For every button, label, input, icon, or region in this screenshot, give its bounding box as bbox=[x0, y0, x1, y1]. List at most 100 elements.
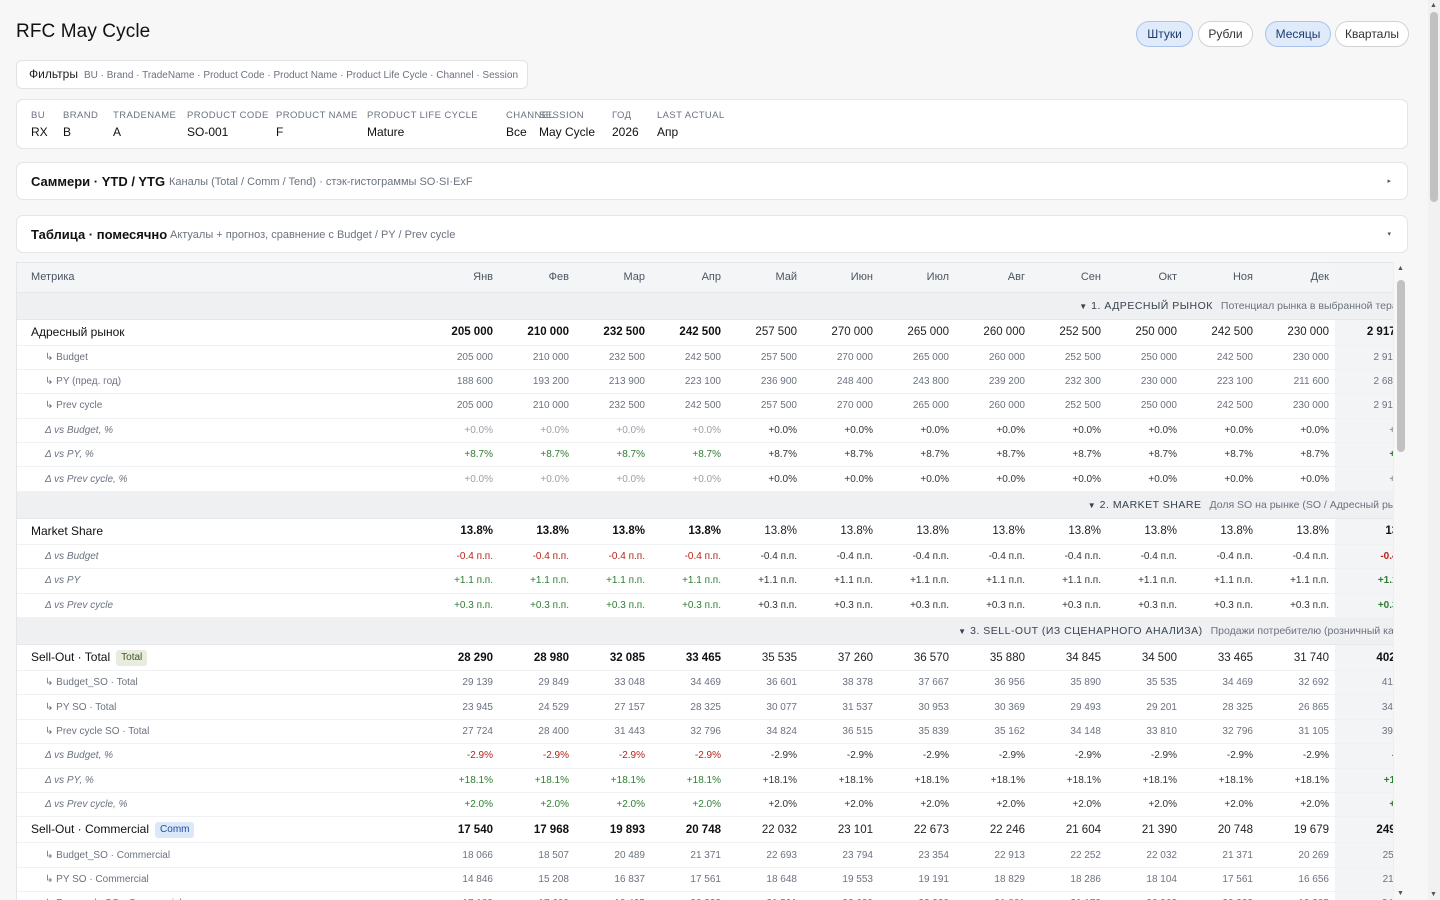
month-value-cell: 265 000 bbox=[879, 393, 955, 419]
month-value-cell: +2.0% bbox=[955, 792, 1031, 818]
month-value-cell: +0.0% bbox=[499, 418, 575, 444]
row-label: ↳ Budget_SO · Total bbox=[45, 677, 138, 689]
month-value-cell: 17 968 bbox=[499, 816, 575, 844]
table-scrollbar-thumb[interactable] bbox=[1397, 280, 1405, 452]
month-value-cell: 35 890 bbox=[1031, 670, 1107, 696]
column-header-month: Май bbox=[727, 263, 803, 293]
row-label: Δ vs Prev cycle bbox=[45, 599, 114, 611]
row-label: Sell-Out · Total bbox=[31, 649, 111, 664]
month-value-cell: 37 260 bbox=[803, 644, 879, 672]
table-scrollbar[interactable]: ▲ ▼ bbox=[1393, 262, 1408, 900]
comparison-row: ↳ PY SO · Commercial 14 846 15 208 16 837 17… bbox=[17, 867, 1393, 893]
section-header-row[interactable]: ▼ 2. MARKET SHARE Доля SO на рынке (SO / А… bbox=[17, 491, 1393, 519]
section-header-row[interactable]: ▼ 1. АДРЕСНЫЙ РЫНОК Потенциал рынка в выбр… bbox=[17, 292, 1393, 320]
row-label-cell: Δ vs Prev cycle, % bbox=[17, 792, 423, 818]
scroll-down-icon[interactable]: ▼ bbox=[1397, 890, 1404, 897]
month-value-cell: +0.0% bbox=[803, 466, 879, 492]
month-value-cell: +0.3 п.п. bbox=[1107, 593, 1183, 619]
month-value-cell: 230 000 bbox=[1107, 369, 1183, 395]
scroll-up-icon[interactable]: ▲ bbox=[1397, 265, 1404, 272]
year-total-cell: 340 773 bbox=[1335, 694, 1393, 720]
year-total-cell: 2 917 500 bbox=[1335, 393, 1393, 419]
context-item: TRADENAME A bbox=[113, 110, 176, 139]
month-value-cell: 34 845 bbox=[1031, 644, 1107, 672]
chevron-down-icon: ▾ bbox=[1387, 231, 1391, 238]
month-value-cell: +0.0% bbox=[955, 466, 1031, 492]
month-value-cell: 242 500 bbox=[1183, 345, 1259, 370]
month-value-cell: -0.4 п.п. bbox=[575, 544, 651, 570]
delta-row: Δ vs PY, % +8.7% +8.7% +8.7% +8.7% +8.7% +8.7%… bbox=[17, 442, 1393, 468]
month-value-cell: 35 880 bbox=[955, 644, 1031, 672]
month-value-cell: 34 824 bbox=[727, 719, 803, 745]
row-label-cell: Δ vs PY bbox=[17, 568, 423, 594]
month-value-cell: -0.4 п.п. bbox=[803, 544, 879, 570]
page-scrollbar[interactable]: ▲ ▼ bbox=[1428, 0, 1440, 900]
month-value-cell: +0.0% bbox=[879, 418, 955, 444]
page-scrollbar-thumb[interactable] bbox=[1430, 12, 1438, 202]
month-value-cell: 257 500 bbox=[727, 319, 803, 346]
month-value-cell: 18 104 bbox=[1107, 867, 1183, 893]
year-total-cell: +1.1 п.п. bbox=[1335, 568, 1393, 594]
month-value-cell: 31 537 bbox=[803, 694, 879, 720]
comparison-row: ↳ Budget_SO · Commercial 18 066 18 507 20 4… bbox=[17, 842, 1393, 868]
month-value-cell: -0.4 п.п. bbox=[955, 544, 1031, 570]
section-header-cell: ▼ 1. АДРЕСНЫЙ РЫНОК Потенциал рынка в выбр… bbox=[17, 292, 1393, 320]
month-value-cell: 13.8% bbox=[1107, 518, 1183, 545]
context-value: Все bbox=[506, 125, 527, 139]
metric-row: Sell-Out · Total Total 28 290 28 980 32 085 3… bbox=[17, 644, 1393, 672]
year-total-cell: 211 279 bbox=[1335, 867, 1393, 893]
metric-row: Sell-Out · Commercial Comm 17 540 17 968 19 … bbox=[17, 816, 1393, 844]
column-header-month: Фев bbox=[499, 263, 575, 293]
month-value-cell: 250 000 bbox=[1107, 393, 1183, 419]
row-label-cell: ↳ PY SO · Total bbox=[17, 694, 423, 720]
month-value-cell: 20 489 bbox=[575, 842, 651, 868]
month-value-cell: +18.1% bbox=[1107, 768, 1183, 793]
row-label-cell: Δ vs Budget, % bbox=[17, 743, 423, 769]
year-total-cell: +0.3 п.п. bbox=[1335, 593, 1393, 619]
month-value-cell: +8.7% bbox=[955, 442, 1031, 468]
comparison-row: ↳ Prev cycle SO · Commercial 17 18917 609… bbox=[17, 891, 1393, 900]
month-value-cell: 20 333 bbox=[651, 891, 727, 900]
month-value-cell: 33 465 bbox=[651, 644, 727, 672]
delta-row: Δ vs Budget, % +0.0% +0.0% +0.0% +0.0% +0.0% +… bbox=[17, 418, 1393, 444]
month-value-cell: 29 139 bbox=[423, 670, 499, 696]
month-value-cell: +1.1 п.п. bbox=[1183, 568, 1259, 594]
units-pcs-toggle[interactable]: Штуки bbox=[1136, 21, 1193, 47]
monthly-table-container[interactable]: Метрика Янв Фев Мар Апр Май Июн Июл Авг Сен Окт Ноя… bbox=[16, 262, 1393, 900]
summary-panel-header[interactable]: Саммери · YTD / YTG Каналы (Total / Comm… bbox=[16, 162, 1408, 200]
period-months-toggle[interactable]: Месяцы bbox=[1265, 21, 1331, 47]
month-value-cell: 22 246 bbox=[955, 816, 1031, 844]
context-key: PRODUCT CODE bbox=[187, 110, 269, 121]
month-value-cell: +0.0% bbox=[1107, 418, 1183, 444]
month-value-cell: +0.0% bbox=[1259, 418, 1335, 444]
month-value-cell: +2.0% bbox=[1031, 792, 1107, 818]
month-value-cell: 260 000 bbox=[955, 393, 1031, 419]
month-value-cell: 22 252 bbox=[1031, 842, 1107, 868]
context-value: Апр bbox=[657, 125, 679, 139]
month-value-cell: 236 900 bbox=[727, 369, 803, 395]
chevron-down-icon: ▼ bbox=[1079, 301, 1088, 311]
column-header-month: Мар bbox=[575, 263, 651, 293]
month-value-cell: +18.1% bbox=[879, 768, 955, 793]
context-value: RX bbox=[31, 125, 48, 139]
table-panel-header[interactable]: Таблица · помесячно Актуалы + прогноз, с… bbox=[16, 215, 1408, 253]
month-value-cell: 32 796 bbox=[651, 719, 727, 745]
month-value-cell: +18.1% bbox=[1031, 768, 1107, 793]
scroll-down-icon[interactable]: ▼ bbox=[1430, 891, 1437, 898]
row-label-cell: ↳ PY (пред. год) bbox=[17, 369, 423, 395]
month-value-cell: 205 000 bbox=[423, 319, 499, 346]
context-card: BU RX BRAND B TRADENAME A PRODUCT CODE SO-001 PR… bbox=[16, 99, 1408, 149]
context-item: LAST ACTUAL Апр bbox=[657, 110, 725, 139]
month-value-cell: -2.9% bbox=[1031, 743, 1107, 769]
year-total-cell: 2 917 500 bbox=[1335, 319, 1393, 346]
month-value-cell: 38 378 bbox=[803, 670, 879, 696]
period-quarters-toggle[interactable]: Кварталы bbox=[1335, 21, 1409, 47]
month-value-cell: 14 846 bbox=[423, 867, 499, 893]
scroll-up-icon[interactable]: ▲ bbox=[1430, 2, 1437, 9]
month-value-cell: +1.1 п.п. bbox=[1107, 568, 1183, 594]
units-rub-toggle[interactable]: Рубли bbox=[1198, 21, 1253, 47]
delta-row: Δ vs Prev cycle +0.3 п.п. +0.3 п.п. +0.3 п.… bbox=[17, 593, 1393, 619]
section-header-row[interactable]: ▼ 3. SELL-OUT (ИЗ СЦЕНАРНОГО АНАЛИЗА) Прод… bbox=[17, 617, 1393, 646]
context-key: BRAND bbox=[63, 110, 99, 121]
filters-dropdown[interactable]: Фильтры BU · Brand · TradeName · Product … bbox=[16, 60, 528, 89]
